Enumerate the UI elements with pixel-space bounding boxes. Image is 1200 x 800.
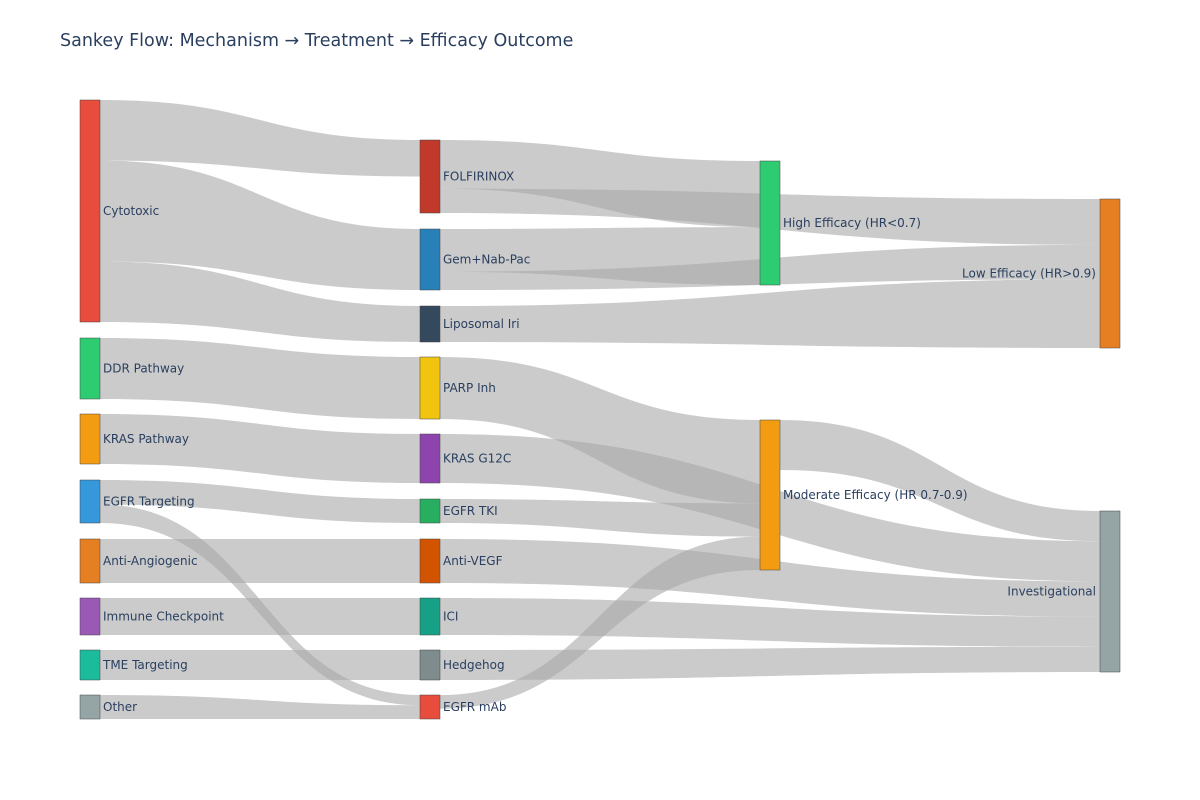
sankey-link-kras-to-krasg12c[interactable] <box>100 414 420 483</box>
sankey-node-label-egfr: EGFR Targeting <box>103 495 195 509</box>
sankey-link-antivegf-to-invest[interactable] <box>440 539 1100 617</box>
sankey-node-egfrmab[interactable] <box>419 694 441 720</box>
sankey-link-egfr-to-egfrtki[interactable] <box>100 480 420 523</box>
sankey-link-antiang-to-antivegf[interactable] <box>100 539 420 583</box>
sankey-node-low[interactable] <box>1099 198 1121 349</box>
sankey-node-moderate[interactable] <box>759 419 781 571</box>
sankey-node-ici[interactable] <box>419 597 441 636</box>
sankey-node-invest[interactable] <box>1099 510 1121 673</box>
sankey-node-label-ddr: DDR Pathway <box>103 362 184 376</box>
sankey-link-cytotoxic-to-gemnab[interactable] <box>100 160 420 290</box>
sankey-node-high[interactable] <box>759 160 781 286</box>
sankey-node-folfirinox[interactable] <box>419 139 441 214</box>
sankey-link-egfrtki-to-moderate[interactable] <box>440 499 760 537</box>
sankey-link-tme-to-hedgehog[interactable] <box>100 650 420 680</box>
sankey-node-egfr[interactable] <box>79 479 101 524</box>
sankey-node-lipoiri[interactable] <box>419 305 441 343</box>
sankey-nodes <box>79 99 1121 720</box>
sankey-node-parp[interactable] <box>419 356 441 420</box>
sankey-node-cytotoxic[interactable] <box>79 99 101 323</box>
sankey-link-egfrmab-to-moderate[interactable] <box>440 536 760 709</box>
sankey-node-kras[interactable] <box>79 413 101 465</box>
sankey-node-hedgehog[interactable] <box>419 649 441 681</box>
sankey-node-label-egfrmab: EGFR mAb <box>443 700 506 714</box>
sankey-node-label-hedgehog: Hedgehog <box>443 658 505 672</box>
sankey-node-gemnab[interactable] <box>419 228 441 291</box>
sankey-node-label-parp: PARP Inh <box>443 381 496 395</box>
sankey-link-ddr-to-parp[interactable] <box>100 338 420 419</box>
sankey-node-label-low: Low Efficacy (HR>0.9) <box>962 267 1096 281</box>
sankey-node-label-folfirinox: FOLFIRINOX <box>443 170 514 184</box>
sankey-node-label-cytotoxic: Cytotoxic <box>103 204 159 218</box>
sankey-node-immune[interactable] <box>79 597 101 636</box>
sankey-node-ddr[interactable] <box>79 337 101 400</box>
sankey-node-label-tme: TME Targeting <box>102 658 188 672</box>
sankey-node-label-moderate: Moderate Efficacy (HR 0.7-0.9) <box>783 488 968 502</box>
sankey-node-tme[interactable] <box>79 649 101 681</box>
sankey-node-label-gemnab: Gem+Nab-Pac <box>443 253 530 267</box>
sankey-node-label-lipoiri: Liposomal Iri <box>443 317 520 331</box>
sankey-link-cytotoxic-to-lipoiri[interactable] <box>100 261 420 342</box>
sankey-node-antiang[interactable] <box>79 538 101 584</box>
sankey-node-krasg12c[interactable] <box>419 433 441 484</box>
sankey-link-other-to-egfrmab[interactable] <box>100 695 420 719</box>
sankey-node-label-krasg12c: KRAS G12C <box>443 452 511 466</box>
sankey-link-hedgehog-to-invest[interactable] <box>440 646 1100 680</box>
sankey-node-label-antiang: Anti-Angiogenic <box>103 554 198 568</box>
sankey-node-label-antivegf: Anti-VEGF <box>443 554 503 568</box>
sankey-node-egfrtki[interactable] <box>419 498 441 524</box>
sankey-node-label-high: High Efficacy (HR<0.7) <box>783 216 921 230</box>
sankey-node-label-immune: Immune Checkpoint <box>103 610 224 624</box>
sankey-node-label-invest: Investigational <box>1007 585 1096 599</box>
sankey-link-immune-to-ici[interactable] <box>100 598 420 635</box>
sankey-link-lipoiri-to-low[interactable] <box>440 279 1100 348</box>
sankey-node-label-egfrtki: EGFR TKI <box>443 504 498 518</box>
sankey-node-label-other: Other <box>103 700 137 714</box>
sankey-node-other[interactable] <box>79 694 101 720</box>
sankey-link-moderate-to-invest[interactable] <box>780 420 1100 542</box>
sankey-labels: Cytotoxic DDR Pathway KRAS Pathway EGFR Tar… <box>102 170 1096 715</box>
sankey-node-label-ici: ICI <box>443 610 458 624</box>
sankey-link-cytotoxic-to-folfirinox[interactable] <box>100 100 420 177</box>
sankey-node-antivegf[interactable] <box>419 538 441 584</box>
sankey-node-label-kras: KRAS Pathway <box>103 432 189 446</box>
sankey-links <box>100 100 1100 719</box>
page-title: Sankey Flow: Mechanism → Treatment → Eff… <box>60 31 574 51</box>
